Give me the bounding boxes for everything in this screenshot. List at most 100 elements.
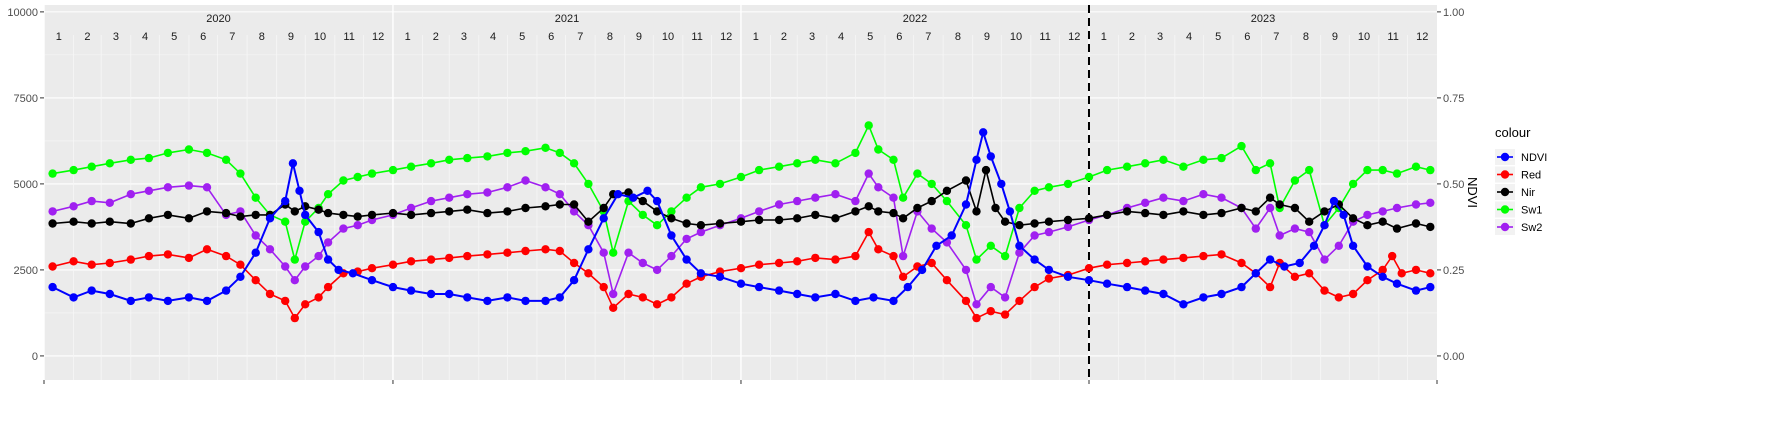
data-point (932, 241, 941, 250)
data-point (874, 183, 883, 192)
data-point (202, 296, 212, 306)
data-point (1199, 251, 1208, 261)
data-point (831, 289, 840, 299)
data-point (889, 193, 898, 202)
y-right-tick-label: 0.00 (1443, 351, 1464, 363)
data-point (1102, 279, 1112, 288)
data-point (406, 162, 416, 171)
data-point (323, 208, 333, 218)
data-point (961, 176, 971, 185)
data-point (961, 221, 971, 230)
data-point (667, 207, 676, 216)
legend-key-point (1500, 222, 1510, 232)
data-point (1275, 231, 1284, 240)
data-point (367, 169, 377, 178)
data-point (569, 159, 579, 168)
month-label: 4 (838, 31, 844, 43)
month-label: 5 (519, 31, 525, 43)
data-point (202, 207, 212, 216)
data-point (281, 217, 290, 226)
data-point (1044, 265, 1054, 275)
data-point (1378, 165, 1387, 175)
data-point (609, 303, 618, 312)
axes: 0 2500 5000 7500 10000 0.00 0.25 0.50 0.75 1.00 ND… (7, 7, 1480, 384)
month-label: 5 (171, 31, 177, 43)
data-point (301, 262, 310, 271)
data-point (126, 296, 135, 306)
data-point (1084, 264, 1094, 273)
data-point (388, 208, 398, 218)
data-point (163, 210, 173, 220)
data-point (864, 121, 873, 130)
month-label: 1 (1101, 31, 1107, 43)
data-point (569, 276, 579, 285)
data-point (426, 196, 436, 206)
data-point (638, 196, 647, 206)
data-point (69, 257, 78, 266)
month-label: 4 (490, 31, 496, 43)
data-point (163, 250, 173, 259)
data-point (898, 193, 908, 202)
data-point (754, 260, 764, 269)
data-point (889, 208, 898, 218)
legend-label: Sw2 (1521, 222, 1542, 234)
y-right-tick-label: 0.50 (1443, 179, 1464, 191)
data-point (367, 276, 377, 285)
data-point (290, 313, 299, 323)
data-point (1237, 258, 1246, 268)
data-point (483, 188, 492, 197)
month-label: 1 (405, 31, 411, 43)
data-point (584, 217, 593, 226)
data-point (1275, 200, 1284, 209)
data-point (1363, 165, 1372, 175)
data-point (105, 217, 115, 226)
data-point (667, 293, 676, 302)
data-point (426, 255, 436, 264)
month-label: 10 (1358, 31, 1370, 43)
data-point (715, 219, 725, 228)
data-point (1392, 279, 1402, 288)
data-point (426, 159, 436, 168)
data-point (986, 152, 995, 161)
data-point (624, 248, 633, 257)
data-point (541, 245, 550, 254)
data-point (236, 212, 245, 221)
data-point (1426, 198, 1435, 207)
data-point (1141, 208, 1150, 218)
data-point (339, 176, 348, 185)
data-point (1320, 255, 1329, 264)
data-point (69, 202, 78, 211)
month-label: 12 (1068, 31, 1080, 43)
data-point (1363, 262, 1372, 271)
data-point (445, 207, 454, 216)
data-point (105, 258, 115, 268)
data-point (874, 145, 883, 154)
data-point (251, 276, 260, 285)
data-point (301, 300, 310, 309)
data-point (541, 183, 550, 192)
data-point (1363, 221, 1372, 230)
data-point (144, 214, 154, 223)
data-point (961, 200, 971, 209)
data-point (1426, 165, 1435, 175)
data-point (961, 265, 971, 275)
data-point (754, 207, 764, 216)
data-point (811, 293, 820, 302)
data-point (1179, 196, 1188, 206)
data-point (521, 246, 530, 256)
month-label: 7 (229, 31, 235, 43)
data-point (301, 210, 310, 220)
data-point (1290, 224, 1300, 233)
y-left-tick-label: 10000 (7, 7, 38, 19)
data-point (163, 183, 173, 192)
year-label: 2020 (206, 13, 230, 25)
data-point (851, 148, 860, 158)
data-point (521, 296, 530, 306)
data-point (898, 214, 908, 223)
data-point (972, 255, 981, 264)
data-point (463, 251, 472, 261)
data-point (1030, 219, 1039, 228)
data-point (1179, 207, 1188, 216)
data-point (569, 258, 579, 268)
data-point (682, 255, 691, 264)
